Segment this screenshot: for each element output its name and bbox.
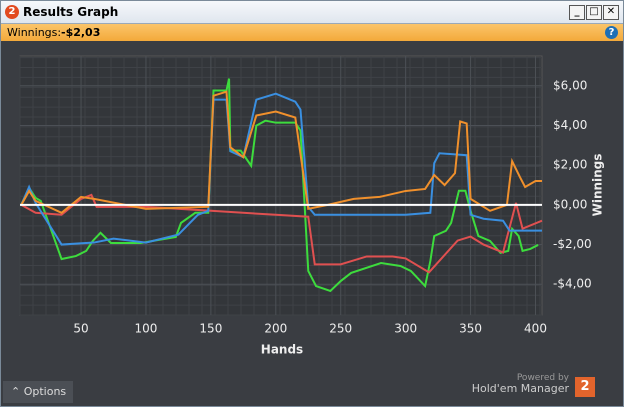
maximize-button[interactable]: □: [586, 5, 602, 20]
plot-area: [19, 55, 543, 316]
window-title: Results Graph: [23, 5, 119, 19]
y-tick-label: $0,00: [553, 197, 587, 211]
y-tick-label: -$4,00: [553, 277, 592, 291]
y-tick-label: $4,00: [553, 118, 587, 132]
x-tick-label: 100: [135, 322, 158, 336]
brand: Hold'em Manager: [471, 382, 569, 395]
y-axis-label: Winnings: [591, 154, 605, 217]
series-line: [20, 78, 539, 293]
winnings-value: -$2,03: [61, 26, 101, 39]
x-tick-label: 250: [329, 322, 352, 336]
chart: Hands Winnings 50 100 150 200 250 300 350 400 -$…: [19, 55, 605, 357]
y-tick-label: -$2,00: [553, 237, 592, 251]
app-icon: 2: [5, 5, 19, 19]
close-button[interactable]: ✕: [603, 5, 619, 20]
minimize-button[interactable]: _: [569, 5, 585, 20]
powered-by: Powered by: [516, 373, 569, 383]
x-tick-label: 200: [264, 322, 287, 336]
title-bar: 2 Results Graph _ □ ✕: [1, 1, 623, 24]
series-line: [20, 92, 542, 246]
summary-bar: Winnings: -$2,03 ?: [1, 24, 623, 41]
x-tick-label: 150: [199, 322, 222, 336]
winnings-label: Winnings:: [7, 26, 62, 39]
help-button[interactable]: ?: [605, 26, 618, 39]
options-button[interactable]: ⌃ Options: [3, 381, 73, 403]
options-label: Options: [23, 385, 67, 398]
x-tick-label: 50: [73, 322, 88, 336]
x-axis-label: Hands: [261, 343, 303, 357]
series-line: [20, 193, 543, 274]
x-tick-label: 400: [524, 322, 547, 336]
y-tick-label: $6,00: [553, 78, 587, 92]
x-tick-label: 350: [459, 322, 482, 336]
x-tick-label: 300: [394, 322, 417, 336]
y-tick-label: $2,00: [553, 158, 587, 172]
brand-logo: 2: [575, 377, 595, 397]
